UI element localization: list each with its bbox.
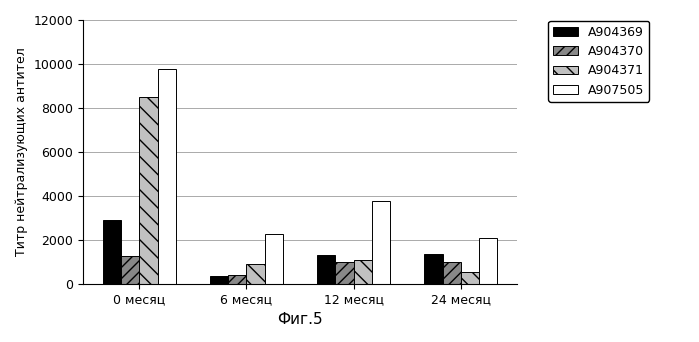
Bar [479,238,497,284]
Bar [157,69,175,284]
Bar [317,255,336,284]
Bar [461,272,479,284]
Legend: A904369, A904370, A904371, A907505: A904369, A904370, A904371, A907505 [548,21,649,102]
Bar [210,276,229,284]
Bar [354,260,372,284]
Bar [442,262,461,284]
Bar [247,264,265,284]
Bar [139,97,157,284]
Bar [265,234,283,284]
Bar [229,275,247,284]
Y-axis label: Титр нейтрализующих антител: Титр нейтрализующих антител [15,48,28,256]
Bar [336,262,354,284]
Bar [372,201,390,284]
X-axis label: Фиг.5: Фиг.5 [278,312,323,327]
Bar [424,254,442,284]
Bar [121,256,139,284]
Bar [103,220,121,284]
